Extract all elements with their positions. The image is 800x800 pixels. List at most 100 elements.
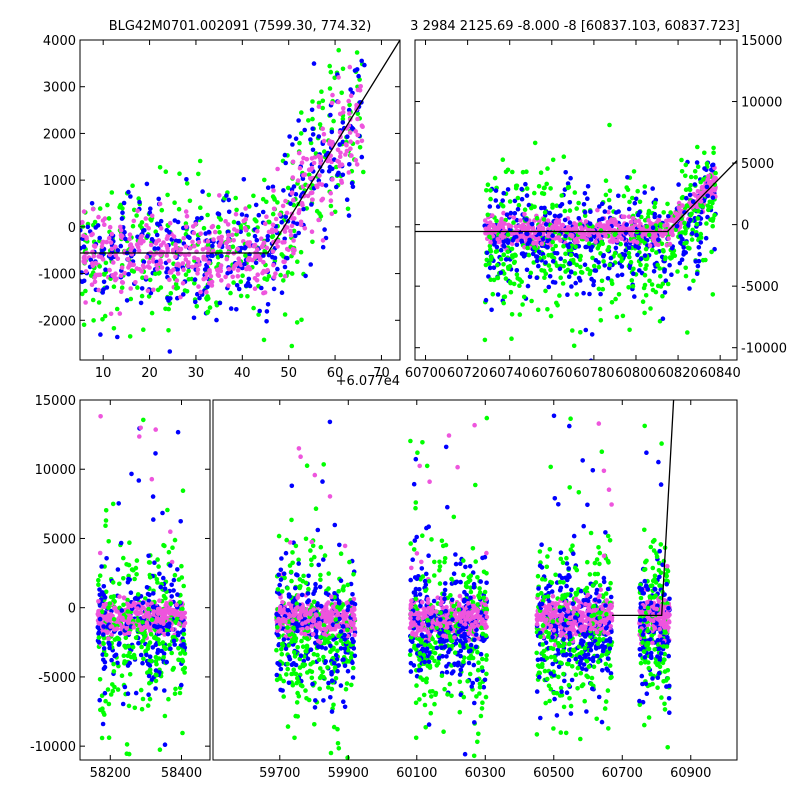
- data-point: [91, 253, 97, 259]
- data-point: [630, 216, 636, 221]
- data-point: [144, 254, 150, 260]
- data-point: [91, 318, 96, 323]
- data-point: [330, 622, 336, 627]
- data-point: [215, 211, 221, 216]
- y-tick-label: 15000: [741, 34, 782, 49]
- data-point: [280, 203, 286, 209]
- data-point: [690, 227, 695, 233]
- data-point: [172, 572, 178, 578]
- data-point: [321, 138, 327, 144]
- data-point: [320, 105, 326, 111]
- data-point: [291, 613, 297, 618]
- data-point: [310, 126, 316, 131]
- data-point: [635, 188, 640, 194]
- data-point: [157, 747, 163, 752]
- data-point: [612, 232, 618, 238]
- data-point: [326, 586, 331, 591]
- data-point: [183, 257, 189, 262]
- data-point: [96, 599, 101, 604]
- data-point: [83, 288, 88, 294]
- data-point: [305, 656, 311, 661]
- data-point: [339, 162, 345, 167]
- data-point: [544, 361, 549, 366]
- data-point: [274, 672, 280, 678]
- data-point: [536, 224, 542, 230]
- data-point: [534, 258, 540, 264]
- data-point: [344, 148, 350, 154]
- data-point: [217, 243, 222, 249]
- data-point: [148, 206, 153, 211]
- data-point: [355, 132, 361, 138]
- data-point: [89, 232, 94, 238]
- data-point: [518, 218, 523, 223]
- data-point: [312, 722, 317, 727]
- data-point: [176, 646, 181, 651]
- data-point: [84, 236, 89, 242]
- data-point: [286, 680, 292, 686]
- data-point: [262, 177, 267, 183]
- data-point: [260, 196, 266, 202]
- data-point: [124, 562, 129, 567]
- data-point: [139, 220, 145, 225]
- data-point: [186, 268, 191, 274]
- data-point: [486, 274, 491, 279]
- y-tick-label: -5000: [741, 280, 779, 295]
- data-point: [167, 642, 172, 648]
- data-point: [605, 219, 611, 225]
- data-point: [557, 266, 563, 272]
- data-point: [238, 279, 244, 285]
- data-point: [223, 219, 228, 224]
- data-point: [105, 202, 110, 208]
- data-point: [308, 611, 313, 617]
- data-point: [235, 246, 240, 252]
- data-point: [159, 648, 164, 654]
- data-point: [301, 172, 306, 178]
- data-point: [618, 241, 623, 247]
- data-point: [246, 232, 251, 237]
- data-point: [607, 188, 613, 194]
- data-point: [588, 209, 593, 214]
- y-tick-label: 10000: [741, 96, 782, 111]
- data-point: [633, 196, 639, 202]
- data-point: [97, 264, 102, 269]
- data-point: [589, 276, 594, 282]
- data-point: [292, 216, 297, 221]
- data-point: [125, 620, 131, 625]
- data-point: [327, 617, 333, 622]
- data-point: [511, 215, 517, 220]
- title-right: 3 2984 2125.69 -8.000 -8 [60837.103, 608…: [410, 19, 740, 34]
- data-point: [295, 628, 300, 634]
- data-point: [316, 134, 322, 139]
- data-point: [626, 245, 632, 250]
- data-point: [231, 280, 236, 285]
- data-point: [433, 640, 438, 645]
- data-point: [675, 269, 680, 274]
- data-point: [270, 194, 276, 199]
- data-point: [338, 683, 344, 688]
- data-point: [140, 275, 145, 281]
- data-point: [541, 185, 547, 191]
- data-point: [596, 264, 602, 270]
- data-point: [146, 673, 152, 679]
- data-point: [704, 221, 709, 226]
- data-point: [147, 277, 153, 283]
- data-point: [193, 299, 198, 305]
- data-point: [156, 629, 162, 634]
- data-point: [135, 606, 140, 611]
- data-point: [285, 625, 290, 630]
- data-point: [342, 704, 348, 710]
- data-point: [693, 175, 698, 180]
- data-point: [321, 557, 326, 562]
- data-point: [491, 265, 497, 271]
- data-point: [234, 232, 239, 237]
- data-point: [243, 253, 248, 258]
- data-point: [179, 616, 184, 621]
- data-point: [286, 654, 292, 660]
- data-point: [314, 613, 319, 618]
- data-point: [495, 262, 500, 268]
- data-point: [201, 276, 206, 282]
- data-point: [198, 231, 203, 236]
- data-point: [299, 317, 304, 323]
- data-point: [581, 290, 586, 296]
